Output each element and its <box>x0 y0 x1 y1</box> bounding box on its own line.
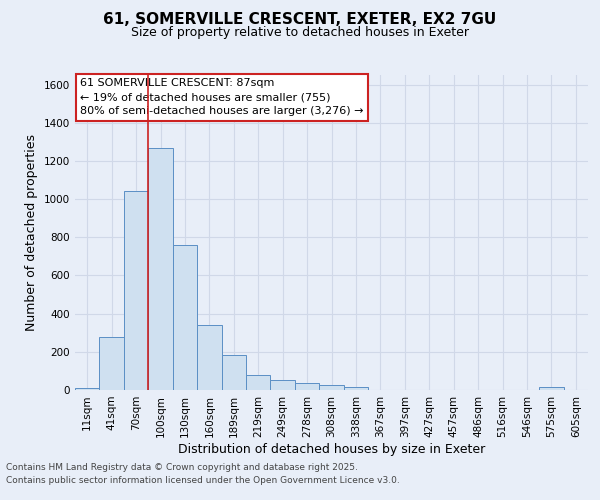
Bar <box>221 354 246 390</box>
Bar <box>246 374 271 390</box>
Bar <box>271 380 295 390</box>
Bar <box>344 387 368 390</box>
Bar <box>148 148 173 390</box>
Text: Size of property relative to detached houses in Exeter: Size of property relative to detached ho… <box>131 26 469 39</box>
Text: 61 SOMERVILLE CRESCENT: 87sqm
← 19% of detached houses are smaller (755)
80% of : 61 SOMERVILLE CRESCENT: 87sqm ← 19% of d… <box>80 78 364 116</box>
Text: 61, SOMERVILLE CRESCENT, EXETER, EX2 7GU: 61, SOMERVILLE CRESCENT, EXETER, EX2 7GU <box>103 12 497 28</box>
Bar <box>295 384 319 390</box>
Bar <box>124 192 148 390</box>
Bar <box>173 245 197 390</box>
X-axis label: Distribution of detached houses by size in Exeter: Distribution of detached houses by size … <box>178 442 485 456</box>
Bar <box>100 336 124 390</box>
Bar <box>319 385 344 390</box>
Bar <box>539 387 563 390</box>
Bar <box>75 388 100 390</box>
Y-axis label: Number of detached properties: Number of detached properties <box>25 134 38 331</box>
Text: Contains HM Land Registry data © Crown copyright and database right 2025.: Contains HM Land Registry data © Crown c… <box>6 462 358 471</box>
Bar <box>197 325 221 390</box>
Text: Contains public sector information licensed under the Open Government Licence v3: Contains public sector information licen… <box>6 476 400 485</box>
